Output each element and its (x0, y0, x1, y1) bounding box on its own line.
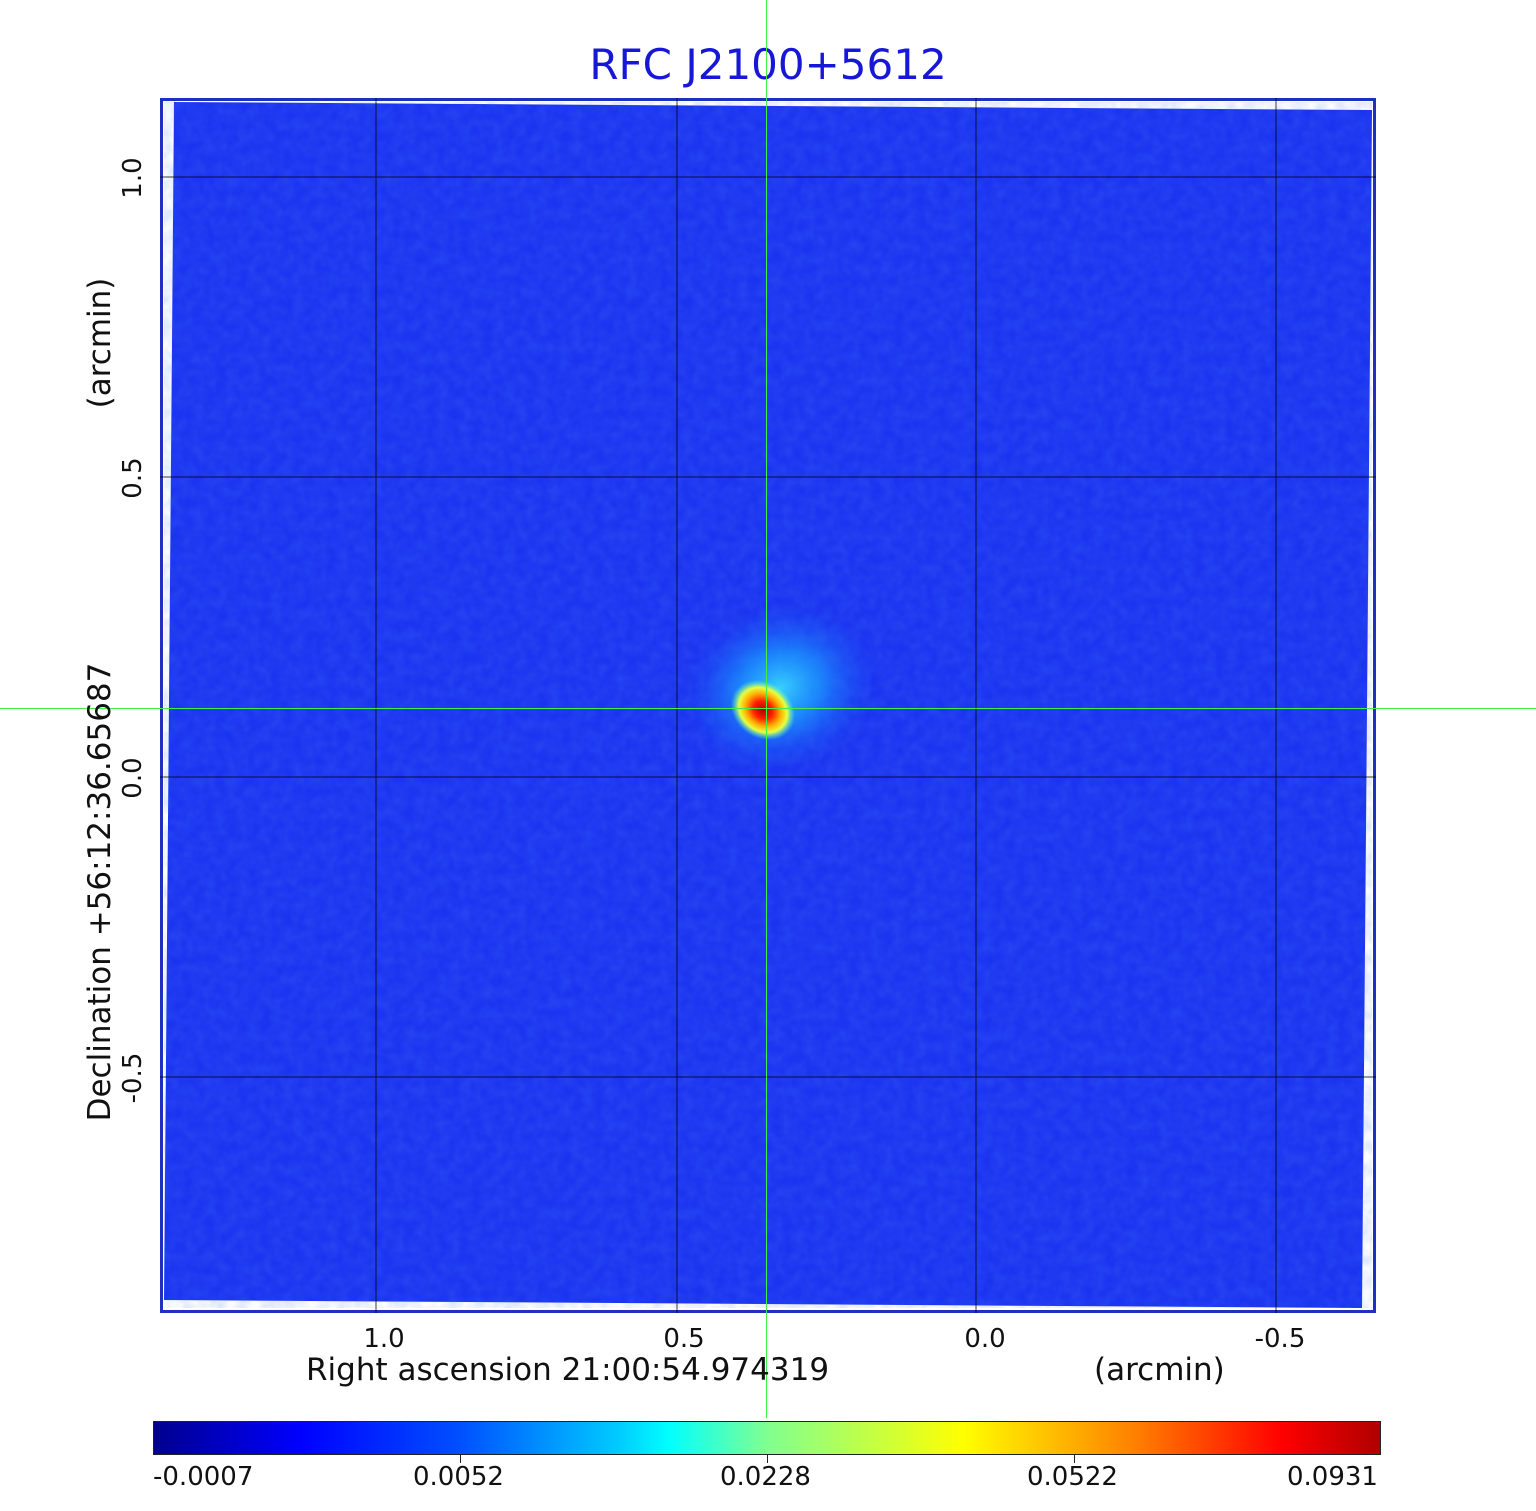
colorbar-label: 0.0931 (1287, 1462, 1378, 1492)
colorbar-label: 0.0052 (413, 1462, 504, 1492)
source-core (730, 679, 796, 741)
crosshair-horizontal (0, 708, 1536, 709)
y-axis-unit: (arcmin) (82, 277, 118, 409)
x-tick-label: 0.5 (663, 1324, 705, 1354)
y-tick-label: 0.0 (118, 757, 148, 799)
x-axis-label: Right ascension 21:00:54.974319 (306, 1352, 830, 1388)
coordinate-grid (160, 98, 1376, 1313)
crosshair-vertical (766, 0, 767, 1418)
y-tick-label: -0.5 (118, 1052, 148, 1104)
x-tick-label: -0.5 (1254, 1324, 1306, 1354)
colorbar-label: 0.0522 (1027, 1462, 1118, 1492)
colorbar-tick (767, 1455, 768, 1463)
colorbar-label: -0.0007 (153, 1462, 254, 1492)
y-tick-label: 0.5 (118, 457, 148, 499)
y-tick-label: 1.0 (118, 157, 148, 199)
colorbar-tick (460, 1455, 461, 1463)
plot-title: RFC J2100+5612 (589, 40, 947, 89)
x-tick-label: 1.0 (363, 1324, 405, 1354)
sky-image (160, 98, 1376, 1313)
colorbar-label: 0.0228 (720, 1462, 811, 1492)
colorbar-tick (1074, 1455, 1075, 1463)
y-axis-label: Declination +56:12:36.65687 (82, 662, 118, 1122)
x-tick-label: 0.0 (964, 1324, 1006, 1354)
colorbar (153, 1421, 1381, 1455)
x-axis-unit: (arcmin) (1094, 1352, 1225, 1388)
